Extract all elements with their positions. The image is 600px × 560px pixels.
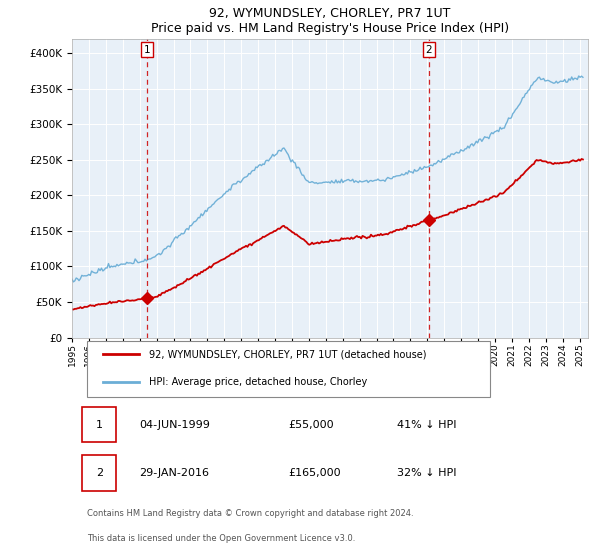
Text: This data is licensed under the Open Government Licence v3.0.: This data is licensed under the Open Gov… — [88, 534, 356, 543]
Text: 29-JAN-2016: 29-JAN-2016 — [139, 468, 209, 478]
Text: 1: 1 — [96, 419, 103, 430]
Text: 92, WYMUNDSLEY, CHORLEY, PR7 1UT (detached house): 92, WYMUNDSLEY, CHORLEY, PR7 1UT (detach… — [149, 349, 427, 360]
Text: Contains HM Land Registry data © Crown copyright and database right 2024.: Contains HM Land Registry data © Crown c… — [88, 509, 414, 518]
Text: 41% ↓ HPI: 41% ↓ HPI — [397, 419, 457, 430]
Text: £165,000: £165,000 — [289, 468, 341, 478]
FancyBboxPatch shape — [82, 407, 116, 442]
Text: £55,000: £55,000 — [289, 419, 334, 430]
Text: HPI: Average price, detached house, Chorley: HPI: Average price, detached house, Chor… — [149, 377, 368, 388]
Title: 92, WYMUNDSLEY, CHORLEY, PR7 1UT
Price paid vs. HM Land Registry's House Price I: 92, WYMUNDSLEY, CHORLEY, PR7 1UT Price p… — [151, 7, 509, 35]
Text: 2: 2 — [96, 468, 103, 478]
Text: 32% ↓ HPI: 32% ↓ HPI — [397, 468, 457, 478]
Text: 04-JUN-1999: 04-JUN-1999 — [139, 419, 210, 430]
Text: 2: 2 — [425, 45, 432, 55]
FancyBboxPatch shape — [88, 340, 490, 396]
FancyBboxPatch shape — [82, 455, 116, 491]
Text: 1: 1 — [143, 45, 150, 55]
